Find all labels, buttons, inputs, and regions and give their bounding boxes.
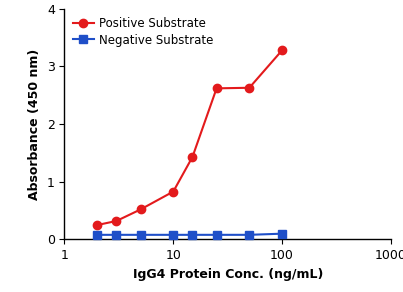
- Negative Substrate: [214, 233, 219, 237]
- Negative Substrate: [95, 233, 100, 237]
- Positive Substrate: [247, 86, 252, 90]
- Positive Substrate: [214, 87, 219, 90]
- X-axis label: IgG4 Protein Conc. (ng/mL): IgG4 Protein Conc. (ng/mL): [133, 268, 323, 281]
- Y-axis label: Absorbance (450 nm): Absorbance (450 nm): [28, 48, 41, 200]
- Line: Negative Substrate: Negative Substrate: [93, 230, 286, 239]
- Negative Substrate: [280, 232, 285, 235]
- Positive Substrate: [114, 219, 119, 223]
- Positive Substrate: [171, 190, 176, 193]
- Legend: Positive Substrate, Negative Substrate: Positive Substrate, Negative Substrate: [71, 15, 216, 49]
- Negative Substrate: [190, 233, 195, 237]
- Positive Substrate: [190, 155, 195, 159]
- Line: Positive Substrate: Positive Substrate: [93, 46, 286, 229]
- Negative Substrate: [171, 233, 176, 237]
- Negative Substrate: [247, 233, 252, 237]
- Negative Substrate: [114, 233, 119, 237]
- Positive Substrate: [280, 48, 285, 52]
- Positive Substrate: [138, 208, 143, 211]
- Negative Substrate: [138, 233, 143, 237]
- Positive Substrate: [95, 223, 100, 227]
